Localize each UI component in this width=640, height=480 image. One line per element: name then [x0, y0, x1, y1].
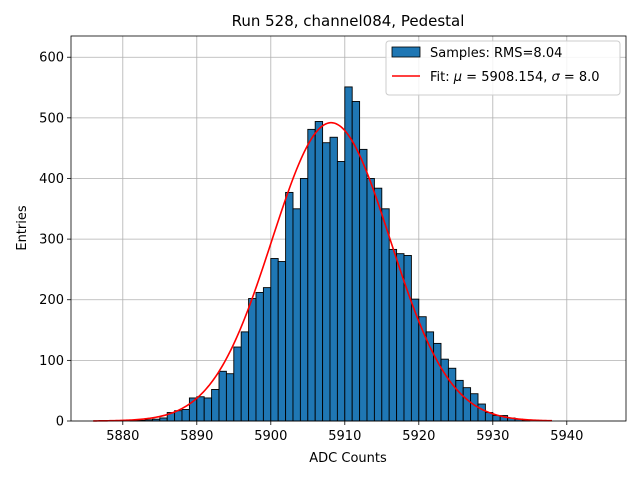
histogram-bar	[373, 187, 383, 422]
axes-frame	[70, 35, 627, 422]
histogram-bar	[292, 208, 301, 422]
x-axis-label: ADC Counts	[309, 451, 387, 466]
histogram-bar	[233, 346, 242, 422]
histogram-bar	[366, 178, 375, 422]
x-tick-label: 5910	[328, 429, 361, 444]
chart-title: Run 528, channel084, Pedestal	[232, 12, 465, 30]
legend: Samples: RMS=8.04 Fit: μ = 5908.154, σ =…	[385, 40, 621, 96]
histogram-bar	[477, 403, 486, 422]
histogram-bar	[159, 417, 168, 422]
histogram-bar	[381, 208, 390, 422]
legend-samples-label: Samples: RMS=8.04	[430, 46, 562, 61]
legend-box	[385, 40, 621, 96]
legend-fit-label: Fit: μ = 5908.154, σ = 8.0	[430, 70, 600, 85]
histogram-bar	[225, 373, 235, 422]
y-tick-label: 500	[39, 111, 64, 126]
histogram-bar	[359, 148, 368, 422]
y-tick-label: 100	[39, 354, 64, 369]
histogram-bar	[211, 389, 220, 422]
x-tick-label: 5900	[254, 429, 287, 444]
histogram-bar	[262, 287, 272, 422]
histogram-bar	[196, 396, 205, 422]
y-axis-label: Entries	[15, 205, 30, 251]
histogram-bar	[307, 128, 316, 422]
y-tick-label: 400	[39, 172, 64, 187]
y-tick-label: 0	[56, 415, 64, 430]
histogram-bar	[181, 409, 190, 422]
x-tick-label: 5930	[476, 429, 509, 444]
histogram-bars	[129, 86, 531, 422]
histogram-bar	[314, 121, 324, 422]
histogram-bar	[299, 178, 309, 422]
histogram-bar	[270, 258, 279, 422]
histogram-bar	[203, 397, 213, 422]
histogram-bar	[447, 367, 457, 422]
y-tick-label: 200	[39, 293, 64, 308]
x-tick-label: 5890	[180, 429, 213, 444]
x-tick-label: 5880	[106, 429, 139, 444]
histogram-bar	[248, 298, 257, 422]
histogram-bar	[277, 261, 287, 422]
histogram-bar	[418, 316, 427, 422]
y-tick-label: 300	[39, 233, 64, 248]
histogram-bar	[240, 331, 250, 422]
y-axis-ticks: 0 100 200 300 400 500 600	[39, 51, 71, 430]
histogram-bar	[462, 387, 472, 422]
histogram-bar	[285, 191, 294, 422]
histogram-bar	[344, 86, 353, 422]
y-tick-label: 600	[39, 51, 64, 66]
fit-curve	[93, 121, 553, 422]
legend-samples-swatch	[391, 46, 421, 58]
x-tick-label: 5920	[402, 429, 435, 444]
x-axis-ticks: 5880 5890 5900 5910 5920 5930 5940	[106, 421, 583, 444]
histogram-bar	[388, 248, 398, 422]
histogram-bar	[322, 142, 331, 422]
x-tick-label: 5940	[550, 429, 583, 444]
histogram-bar	[218, 370, 227, 422]
histogram-bar	[255, 292, 264, 422]
histogram-bar	[336, 161, 346, 422]
histogram-bar	[403, 255, 412, 422]
histogram-bar	[455, 379, 464, 422]
histogram-bar	[329, 136, 338, 422]
